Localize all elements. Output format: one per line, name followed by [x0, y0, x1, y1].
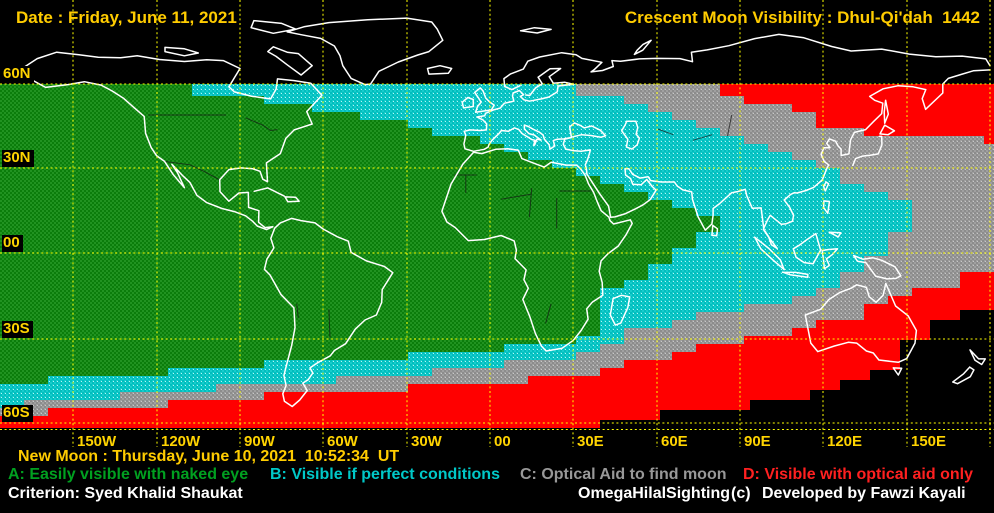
- page-title: Crescent Moon Visibility : Dhul-Qi'dah 1…: [624, 8, 980, 27]
- legend-item-D: D: Visible with optical aid only: [743, 466, 973, 483]
- lon-label-150E: 150E: [911, 433, 947, 450]
- lon-label-120E: 120E: [827, 433, 863, 450]
- lon-label-60W: 60W: [327, 433, 358, 450]
- lon-label-90E: 90E: [744, 433, 771, 450]
- lon-label-30W: 30W: [411, 433, 442, 450]
- criterion-line: Criterion: Syed Khalid Shaukat: [8, 485, 243, 502]
- legend-item-B: B: Visible if perfect conditions: [270, 466, 500, 483]
- lat-label-60S: 60S: [2, 405, 33, 422]
- lat-label-60N: 60N: [2, 66, 34, 83]
- copyright-label: (c): [731, 485, 751, 502]
- lon-label-120W: 120W: [161, 433, 201, 450]
- brand-label: OmegaHilalSighting: [578, 485, 731, 502]
- lon-label-150W: 150W: [77, 433, 117, 450]
- lon-label-90W: 90W: [244, 433, 275, 450]
- legend-item-A: A: Easily visible with naked eye: [8, 466, 249, 483]
- lon-label-30E: 30E: [577, 433, 604, 450]
- lon-label-60E: 60E: [661, 433, 688, 450]
- legend-item-C: C: Optical Aid to find moon: [520, 466, 727, 483]
- lat-label-30S: 30S: [2, 321, 33, 338]
- new-moon-line: New Moon : Thursday, June 10, 2021 10:52…: [18, 448, 400, 465]
- lat-label-00: 00: [2, 235, 23, 252]
- lon-label-00: 00: [494, 433, 511, 450]
- lat-label-30N: 30N: [2, 150, 34, 167]
- developer-label: Developed by Fawzi Kayali: [762, 485, 966, 502]
- date-label: Date : Friday, June 11, 2021: [16, 8, 237, 27]
